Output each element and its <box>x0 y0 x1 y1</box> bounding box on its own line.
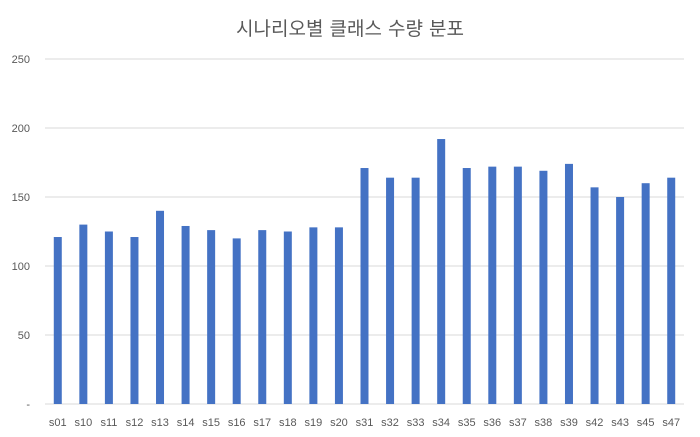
bar-s38 <box>539 170 548 404</box>
y-tick-label: - <box>26 399 30 411</box>
x-tick-label: s16 <box>228 417 246 429</box>
x-tick-label: s17 <box>253 417 271 429</box>
bar-s19 <box>309 227 318 404</box>
x-tick-label: s15 <box>202 417 220 429</box>
y-tick-label: 200 <box>12 123 30 135</box>
bar-s36 <box>488 166 497 404</box>
x-tick-label: s12 <box>126 417 144 429</box>
bar-s32 <box>386 177 395 404</box>
x-tick-label: s19 <box>305 417 323 429</box>
bar-s17 <box>258 230 267 404</box>
bar-s47 <box>667 177 676 404</box>
x-tick-label: s42 <box>586 417 604 429</box>
x-tick-label: s11 <box>100 417 117 429</box>
y-tick-label: 250 <box>12 54 30 66</box>
x-tick-label: s47 <box>662 417 680 429</box>
bar-s20 <box>334 227 343 404</box>
bar-s42 <box>590 187 599 404</box>
chart-title: 시나리오별 클래스 수량 분포 <box>236 18 464 40</box>
bar-s18 <box>283 231 292 404</box>
bar-s16 <box>232 238 241 404</box>
x-tick-label: s36 <box>483 417 501 429</box>
bar-s45 <box>641 183 650 404</box>
x-tick-label: s43 <box>611 417 629 429</box>
x-tick-label: s13 <box>151 417 169 429</box>
bar-s37 <box>513 166 522 404</box>
bar-s39 <box>564 163 573 404</box>
x-tick-label: s35 <box>458 417 476 429</box>
x-tick-label: s32 <box>381 417 399 429</box>
x-tick-label: s37 <box>509 417 527 429</box>
x-tick-label: s39 <box>560 417 578 429</box>
y-tick-label: 150 <box>12 192 30 204</box>
bar-s01 <box>53 237 62 404</box>
x-tick-label: s10 <box>74 417 92 429</box>
bar-s34 <box>437 139 446 405</box>
bar-s33 <box>411 177 420 404</box>
y-tick-label: 50 <box>18 330 30 342</box>
x-tick-label: s14 <box>177 417 195 429</box>
bar-s13 <box>156 210 165 404</box>
bar-s35 <box>462 168 471 404</box>
bar-s31 <box>360 168 369 404</box>
x-tick-label: s01 <box>49 417 67 429</box>
x-tick-label: s34 <box>432 417 450 429</box>
y-tick-label: 100 <box>12 261 30 273</box>
x-tick-label: s33 <box>407 417 425 429</box>
x-tick-label: s31 <box>356 417 374 429</box>
x-tick-label: s45 <box>637 417 655 429</box>
bar-s15 <box>207 230 216 404</box>
bar-s10 <box>79 224 88 404</box>
bar-s14 <box>181 225 190 404</box>
x-tick-label: s38 <box>535 417 553 429</box>
x-tick-label: s20 <box>330 417 348 429</box>
x-tick-label: s18 <box>279 417 297 429</box>
bar-s12 <box>130 237 139 404</box>
bar-s43 <box>616 197 625 404</box>
bar-s11 <box>104 231 113 404</box>
